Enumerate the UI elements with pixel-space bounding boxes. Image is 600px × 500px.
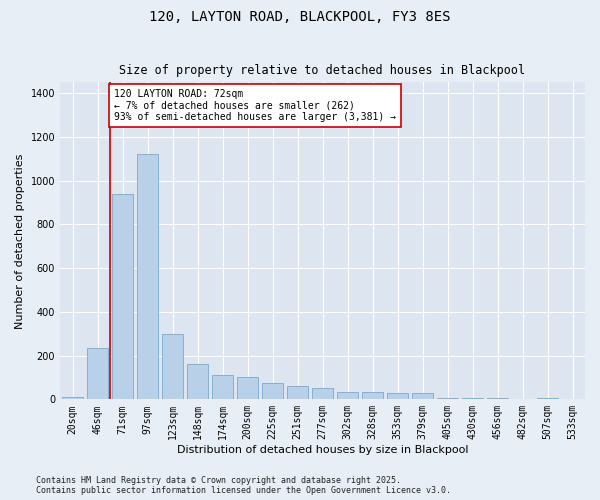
- Text: Contains HM Land Registry data © Crown copyright and database right 2025.
Contai: Contains HM Land Registry data © Crown c…: [36, 476, 451, 495]
- Y-axis label: Number of detached properties: Number of detached properties: [15, 153, 25, 328]
- Bar: [137, 154, 158, 400]
- Bar: [187, 364, 208, 400]
- Bar: [87, 348, 108, 400]
- Bar: [237, 378, 258, 400]
- Bar: [287, 386, 308, 400]
- Bar: [537, 398, 558, 400]
- Bar: [262, 383, 283, 400]
- Bar: [437, 398, 458, 400]
- Bar: [487, 398, 508, 400]
- Bar: [212, 376, 233, 400]
- X-axis label: Distribution of detached houses by size in Blackpool: Distribution of detached houses by size …: [177, 445, 468, 455]
- Bar: [362, 392, 383, 400]
- Bar: [112, 194, 133, 400]
- Bar: [562, 398, 583, 400]
- Bar: [462, 398, 483, 400]
- Bar: [387, 393, 408, 400]
- Bar: [62, 397, 83, 400]
- Bar: [412, 393, 433, 400]
- Text: 120 LAYTON ROAD: 72sqm
← 7% of detached houses are smaller (262)
93% of semi-det: 120 LAYTON ROAD: 72sqm ← 7% of detached …: [114, 89, 396, 122]
- Bar: [312, 388, 333, 400]
- Text: 120, LAYTON ROAD, BLACKPOOL, FY3 8ES: 120, LAYTON ROAD, BLACKPOOL, FY3 8ES: [149, 10, 451, 24]
- Bar: [337, 392, 358, 400]
- Bar: [162, 334, 183, 400]
- Title: Size of property relative to detached houses in Blackpool: Size of property relative to detached ho…: [119, 64, 526, 77]
